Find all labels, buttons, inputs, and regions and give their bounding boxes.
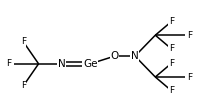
Text: N: N — [58, 59, 65, 69]
Text: F: F — [168, 17, 173, 26]
Text: F: F — [168, 59, 173, 68]
Text: O: O — [110, 51, 118, 61]
Text: Ge: Ge — [83, 59, 97, 69]
Text: F: F — [21, 81, 26, 90]
Text: F: F — [186, 72, 191, 82]
Text: F: F — [186, 31, 191, 40]
Text: F: F — [21, 37, 26, 46]
Text: F: F — [6, 59, 12, 68]
Text: F: F — [168, 44, 173, 53]
Text: N: N — [130, 51, 138, 61]
Text: F: F — [168, 86, 173, 95]
